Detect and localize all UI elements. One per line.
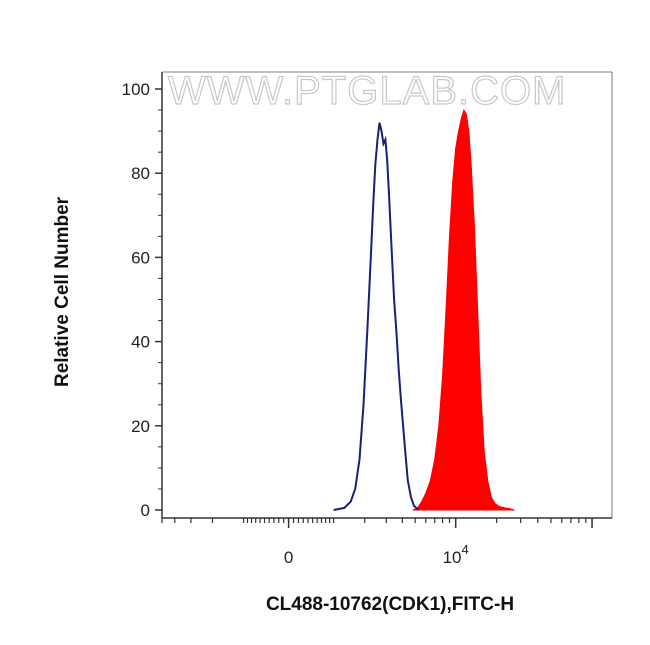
x-axis-title: CL488-10762(CDK1),FITC-H: [266, 594, 514, 615]
x-axis-ticks: [161, 518, 593, 528]
y-axis-title: Relative Cell Number: [52, 196, 73, 387]
x-tick-labels: 0 104: [284, 542, 469, 567]
y-tick-label: 80: [131, 164, 150, 183]
y-tick-label: 60: [131, 248, 150, 267]
watermark-text: WWW.PTGLAB.COM: [168, 69, 566, 113]
y-tick-label: 100: [122, 80, 150, 99]
x-tick-exponent: 4: [462, 542, 469, 557]
series-filled-histogram: [412, 108, 515, 511]
y-tick-label: 20: [131, 417, 150, 436]
x-tick-label: 104: [443, 542, 469, 567]
y-tick-label: 0: [141, 501, 150, 520]
series-outline-histogram: [333, 122, 420, 511]
axes-group: [161, 71, 613, 519]
series-layer: [333, 108, 515, 511]
y-tick-label: 40: [131, 333, 150, 352]
y-axis-ticks: 0 20 40 60 80 100: [122, 80, 162, 520]
x-tick-label: 0: [284, 548, 293, 567]
